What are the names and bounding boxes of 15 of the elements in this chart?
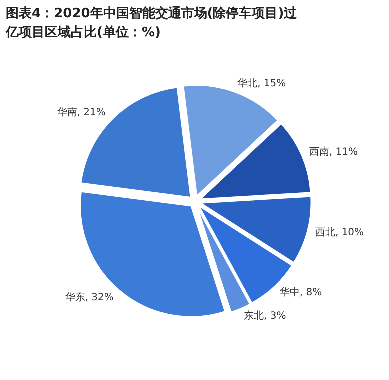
slice-label: 西南 [309, 146, 330, 158]
data-label: , 21% [77, 107, 106, 118]
slice-label: 东北 [244, 310, 264, 322]
data-label: , 8% [300, 288, 322, 299]
data-label: , 32% [85, 292, 114, 304]
data-label: , 3% [264, 311, 286, 322]
slice-label: 华东 [65, 291, 86, 304]
chart-title: 图表4：2020年中国智能交通市场(除停车项目)过亿项目区域占比(单位：%) [5, 5, 298, 40]
slice-label: 华南 [57, 106, 78, 118]
slice-label: 西北 [315, 226, 336, 239]
slice-label: 华中 [280, 286, 300, 299]
data-label: , 11% [329, 146, 358, 158]
slice-label: 华北 [238, 78, 258, 90]
data-label: , 10% [335, 228, 364, 239]
data-label: , 15% [258, 78, 286, 90]
